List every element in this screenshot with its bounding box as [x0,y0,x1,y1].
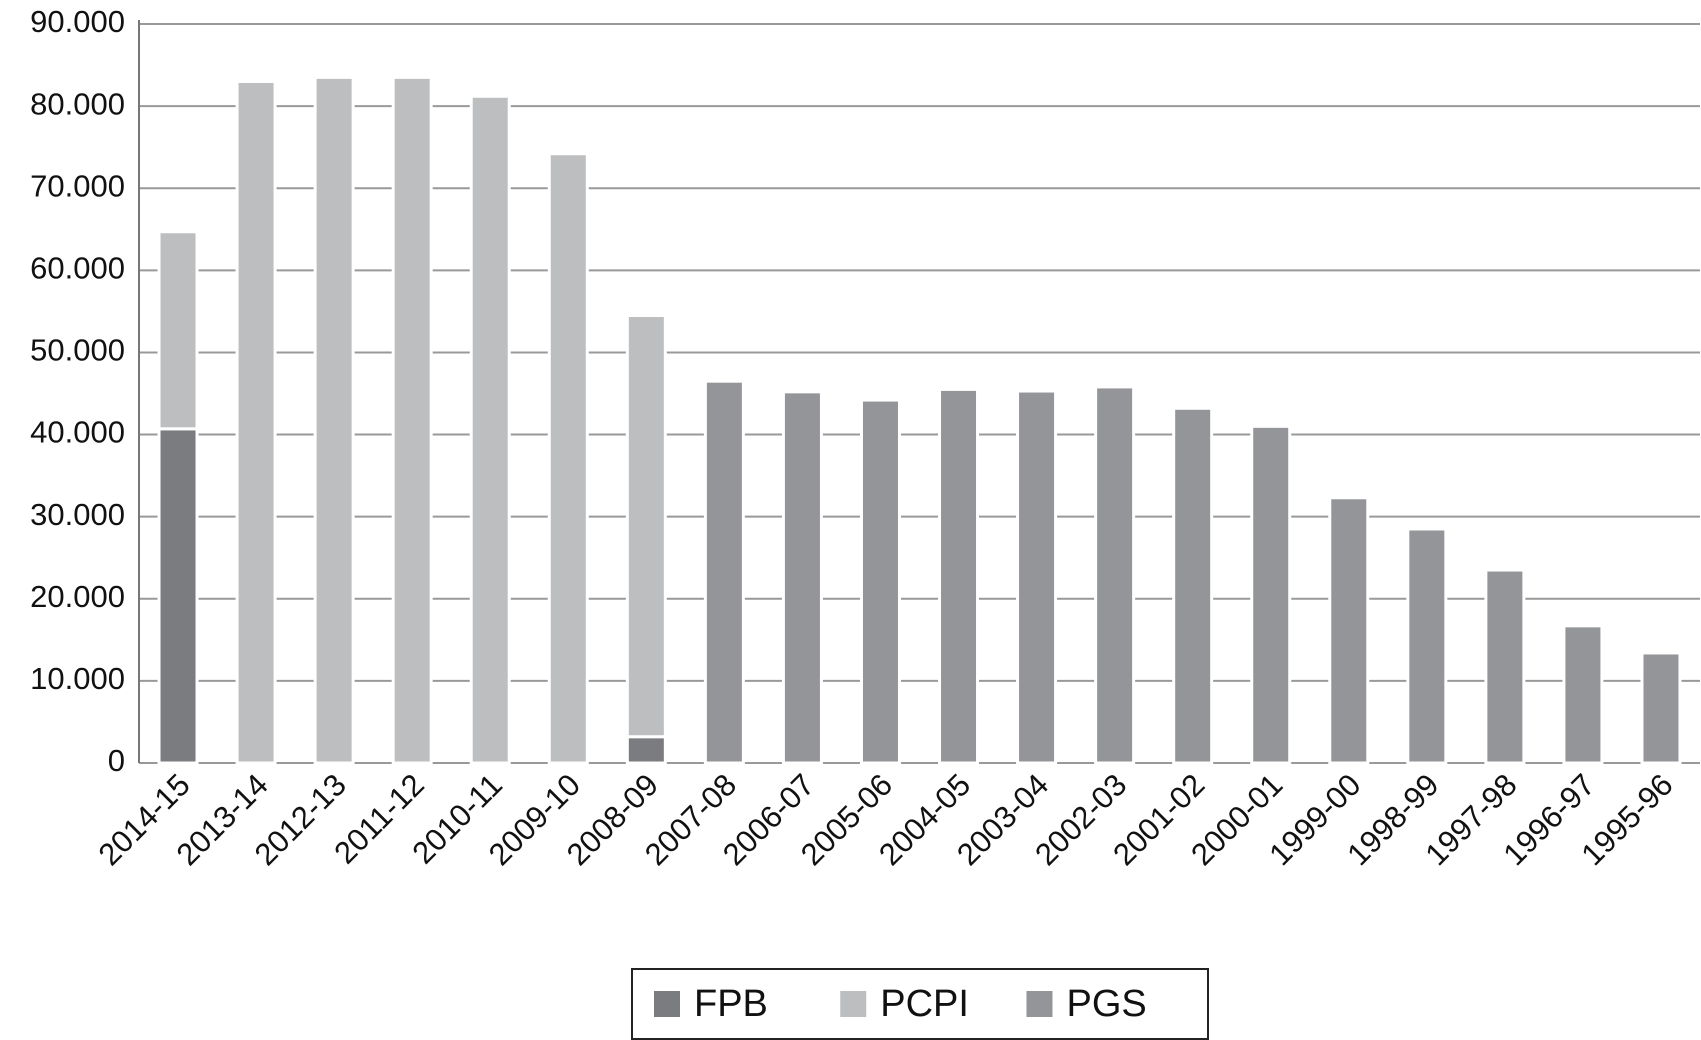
bar-segment [1016,389,1058,765]
y-tick-label: 80.000 [30,86,125,121]
legend-swatch [1026,991,1053,1017]
y-tick-label: 60.000 [30,251,125,286]
bar-segment [1640,651,1682,765]
y-tick-label: 50.000 [30,333,125,368]
legend-swatch [654,991,680,1017]
bar-segment [235,79,277,765]
bar-segment [1250,424,1292,765]
bar-segment [391,75,433,765]
bar-segment [1484,568,1526,765]
legend-label: FPB [694,983,768,1025]
bar-segment [1406,527,1448,765]
y-tick-label: 30.000 [30,497,125,532]
legend-label: PCPI [880,983,969,1025]
legend-box [631,968,1209,1040]
y-tick-label: 20.000 [30,579,125,614]
bar-segment [157,427,199,765]
bar-segment [781,390,823,765]
bar-segment [1094,385,1136,765]
bar-segment [859,398,901,765]
y-tick-label: 10.000 [30,661,125,696]
bar-segment [703,379,745,765]
bar-segment [547,152,589,765]
bar-segment [157,230,199,431]
bar-segment [1328,496,1370,765]
y-tick-label: 40.000 [30,415,125,450]
bar-segment [1172,406,1214,765]
legend-swatch [840,991,867,1017]
bar-segment [625,735,667,765]
y-tick-label: 0 [108,743,125,778]
y-tick-label: 90.000 [30,4,125,39]
bar-segment [313,75,355,765]
bar-segment [625,313,667,739]
bar-segment [1562,624,1604,765]
legend-label: PGS [1066,983,1146,1025]
bar-segment [938,387,980,765]
y-tick-label: 70.000 [30,168,125,203]
bar-segment [469,94,511,765]
